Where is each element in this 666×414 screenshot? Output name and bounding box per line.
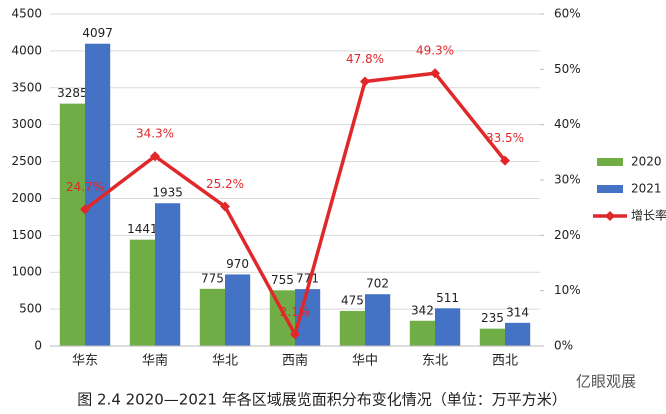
bar-value-label: 475 xyxy=(341,293,364,307)
bar-value-label: 755 xyxy=(271,273,294,287)
line-marker xyxy=(80,204,90,215)
line-value-label: 49.3% xyxy=(416,44,454,58)
bar-value-label: 970 xyxy=(226,257,249,271)
y2-tick-label: 40% xyxy=(554,117,581,131)
y-tick-label: 500 xyxy=(19,302,42,316)
bar-value-label: 702 xyxy=(366,277,389,291)
y-tick-label: 2000 xyxy=(11,191,42,205)
y2-tick-label: 20% xyxy=(554,228,581,242)
bar xyxy=(199,288,225,346)
line-marker xyxy=(360,76,370,87)
line-value-label: 25.2% xyxy=(206,177,244,191)
bar xyxy=(59,103,85,346)
line-value-label: 33.5% xyxy=(486,131,524,145)
legend-swatch xyxy=(597,158,623,166)
y-tick-label: 4500 xyxy=(11,7,42,21)
x-tick-label: 东北 xyxy=(422,354,448,369)
y-tick-label: 4000 xyxy=(11,43,42,57)
legend-label: 2021 xyxy=(631,182,662,196)
bar xyxy=(409,320,435,346)
y-tick-label: 1000 xyxy=(11,265,42,279)
bar-value-label: 771 xyxy=(296,272,319,286)
y-tick-label: 3000 xyxy=(11,117,42,131)
bar-value-label: 511 xyxy=(436,291,459,305)
bar-value-label: 1441 xyxy=(127,222,158,236)
legend-swatch xyxy=(597,185,623,193)
x-tick-label: 华东 xyxy=(72,354,98,369)
bar-value-label: 3285 xyxy=(57,86,88,100)
bar-value-label: 4097 xyxy=(82,26,113,40)
bar xyxy=(365,294,391,346)
line-value-label: 24.7% xyxy=(66,180,104,194)
x-tick-label: 华南 xyxy=(142,353,168,369)
x-tick-label: 华中 xyxy=(352,354,378,369)
bar xyxy=(435,308,461,346)
bar xyxy=(339,310,365,346)
x-tick-label: 西南 xyxy=(282,353,308,369)
bar-value-label: 775 xyxy=(201,271,224,285)
y-tick-label: 1500 xyxy=(11,228,42,242)
line-marker xyxy=(290,329,300,340)
line-marker xyxy=(220,201,230,212)
line-marker xyxy=(430,68,440,79)
y2-tick-label: 30% xyxy=(554,173,581,187)
y2-tick-label: 60% xyxy=(554,7,581,21)
bar-value-label: 1935 xyxy=(152,186,183,200)
x-tick-label: 华北 xyxy=(212,354,238,369)
y-tick-label: 3500 xyxy=(11,80,42,94)
x-tick-label: 西北 xyxy=(492,354,518,369)
bar-value-label: 342 xyxy=(411,303,434,317)
line-marker xyxy=(500,155,510,166)
bar xyxy=(505,322,531,346)
bar xyxy=(479,328,505,346)
line-marker xyxy=(150,151,160,162)
line-value-label: 34.3% xyxy=(136,127,174,141)
bar-value-label: 314 xyxy=(506,305,529,319)
line-value-label: 47.8% xyxy=(346,52,384,66)
bar xyxy=(155,203,181,346)
chart-title: 图 2.4 2020—2021 年各区域展览面积分布变化情况（单位：万平方米） xyxy=(77,391,567,409)
y-tick-label: 2500 xyxy=(11,154,42,168)
legend-label: 增长率 xyxy=(631,208,666,223)
legend-label: 2020 xyxy=(631,155,662,169)
y2-tick-label: 50% xyxy=(554,62,581,76)
watermark: 亿眼观展 xyxy=(576,373,636,391)
y2-tick-label: 10% xyxy=(554,283,581,297)
bar-value-label: 235 xyxy=(481,311,504,325)
legend-marker xyxy=(605,211,615,221)
bar xyxy=(225,274,251,346)
y-tick-label: 0 xyxy=(34,339,42,353)
y2-tick-label: 0% xyxy=(554,339,573,353)
line-value-label: 2.1% xyxy=(280,305,311,319)
bar xyxy=(129,239,155,346)
